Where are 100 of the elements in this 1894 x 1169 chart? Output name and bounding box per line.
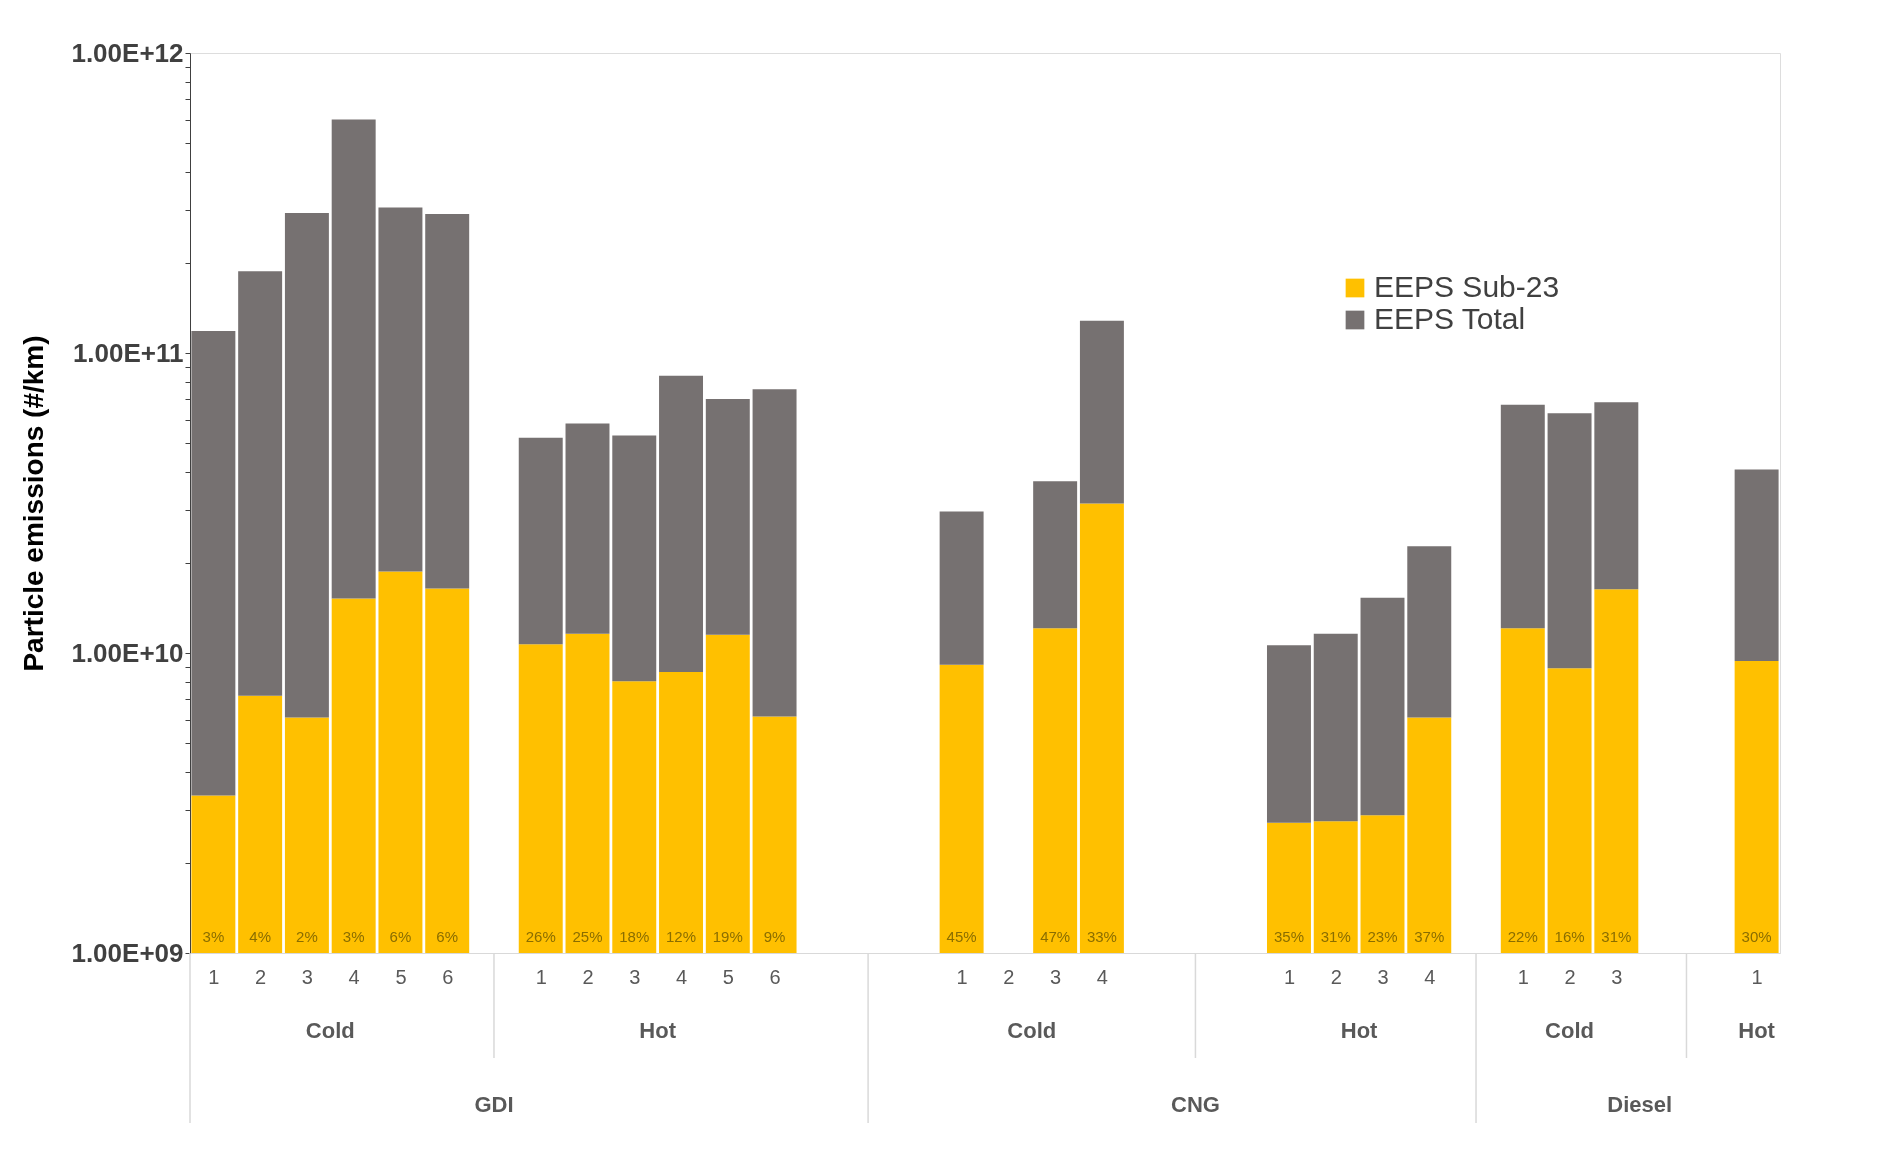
- bar: [1360, 597, 1405, 816]
- bar: [1734, 469, 1779, 662]
- annotation: 26%: [525, 928, 556, 945]
- x-tick-label: 4: [1096, 965, 1108, 988]
- y-tick-label: 1.00E+09: [71, 937, 184, 968]
- bar: [1547, 413, 1592, 669]
- bar: [659, 375, 704, 672]
- annotation: 31%: [1320, 928, 1351, 945]
- bar: [1266, 822, 1311, 953]
- bar: [1547, 668, 1592, 953]
- annotation: 12%: [666, 928, 697, 945]
- bar: [939, 511, 984, 665]
- legend-label: EEPS Total: [1374, 302, 1526, 335]
- x-tick-label: 1: [1283, 965, 1296, 988]
- annotation: 9%: [763, 928, 786, 945]
- bar: [425, 588, 470, 953]
- text: Hot: [639, 1018, 677, 1043]
- x-tick-label: 1: [1517, 965, 1529, 988]
- y-tick-label: 1.00E+12: [71, 37, 184, 68]
- text: Cold: [305, 1018, 355, 1043]
- annotation: 6%: [436, 928, 459, 945]
- bar: [378, 571, 423, 953]
- x-tick-label: 2: [1330, 965, 1342, 988]
- bar: [1033, 481, 1078, 629]
- x-tick-label: 3: [1611, 965, 1623, 988]
- bar: [284, 212, 329, 718]
- x-tick-label: 1: [956, 965, 968, 988]
- bar: [1594, 589, 1639, 953]
- annotation: 22%: [1507, 928, 1538, 945]
- annotation: 3%: [342, 928, 365, 945]
- bar: [1407, 717, 1452, 953]
- bar: [191, 331, 236, 796]
- text: Hot: [1738, 1018, 1776, 1043]
- x-tick-label: 2: [255, 965, 267, 988]
- annotation: 31%: [1601, 928, 1632, 945]
- bar: [705, 398, 750, 635]
- bar: [1033, 628, 1078, 953]
- annotation: 47%: [1040, 928, 1071, 945]
- bar: [752, 389, 797, 717]
- annotation: 33%: [1086, 928, 1117, 945]
- annotation: 4%: [249, 928, 271, 945]
- bar: [284, 717, 329, 953]
- x-tick-label: 1: [535, 965, 547, 988]
- text: Cold: [1545, 1018, 1594, 1043]
- bar: [752, 716, 797, 953]
- text: Diesel: [1607, 1092, 1673, 1117]
- bar: [1594, 402, 1639, 590]
- bar: [1407, 546, 1452, 718]
- bar: [1360, 815, 1405, 953]
- annotation: 3%: [202, 928, 225, 945]
- y-tick-label: 1.00E+11: [72, 337, 184, 368]
- y-axis-title: Particle emissions (#/km): [18, 335, 50, 672]
- bar: [1734, 661, 1779, 953]
- annotation: 6%: [389, 928, 412, 945]
- annotation: 2%: [296, 928, 318, 945]
- annotation: 16%: [1554, 928, 1585, 945]
- x-tick-label: 4: [1424, 965, 1436, 988]
- annotation: 25%: [572, 928, 603, 945]
- x-tick-label: 2: [582, 965, 594, 988]
- x-tick-label: 2: [1564, 965, 1576, 988]
- bar: [705, 634, 750, 953]
- annotation: 23%: [1367, 928, 1398, 945]
- annotation: 35%: [1273, 928, 1304, 945]
- x-tick-label: 4: [348, 965, 360, 988]
- bar: [565, 633, 610, 953]
- y-tick-label: 1.00E+10: [71, 637, 184, 668]
- x-tick-label: 3: [629, 965, 641, 988]
- bar: [565, 423, 610, 634]
- bar: [659, 671, 704, 953]
- bar: [331, 119, 376, 599]
- annotation: 19%: [712, 928, 743, 945]
- bar: [518, 437, 563, 645]
- text: Cold: [1007, 1018, 1057, 1043]
- text: CNG: [1171, 1092, 1220, 1117]
- bar: [1313, 821, 1358, 953]
- bar: [939, 664, 984, 953]
- x-tick-label: 3: [1377, 965, 1389, 988]
- bar: [1500, 628, 1545, 953]
- x-tick-label: 5: [722, 965, 734, 988]
- bar: [1313, 633, 1358, 822]
- legend-label: EEPS Sub-23: [1374, 270, 1560, 303]
- x-tick-label: 5: [395, 965, 407, 988]
- bar: [1500, 404, 1545, 629]
- text: GDI: [474, 1092, 514, 1117]
- bar: [238, 695, 283, 953]
- bar: [612, 435, 657, 682]
- x-tick-label: 1: [1751, 965, 1763, 988]
- bar: [378, 207, 423, 572]
- x-tick-label: 6: [442, 965, 454, 988]
- bar: [425, 214, 470, 589]
- bar: [191, 795, 236, 953]
- text: Hot: [1340, 1018, 1379, 1043]
- bar: [612, 681, 657, 953]
- annotation: 18%: [619, 928, 650, 945]
- bar: [1079, 503, 1124, 953]
- x-tick-label: 6: [769, 965, 781, 988]
- annotation: 30%: [1741, 928, 1772, 945]
- bar: [518, 644, 563, 953]
- annotation: 37%: [1414, 928, 1445, 945]
- x-tick-label: 3: [301, 965, 313, 988]
